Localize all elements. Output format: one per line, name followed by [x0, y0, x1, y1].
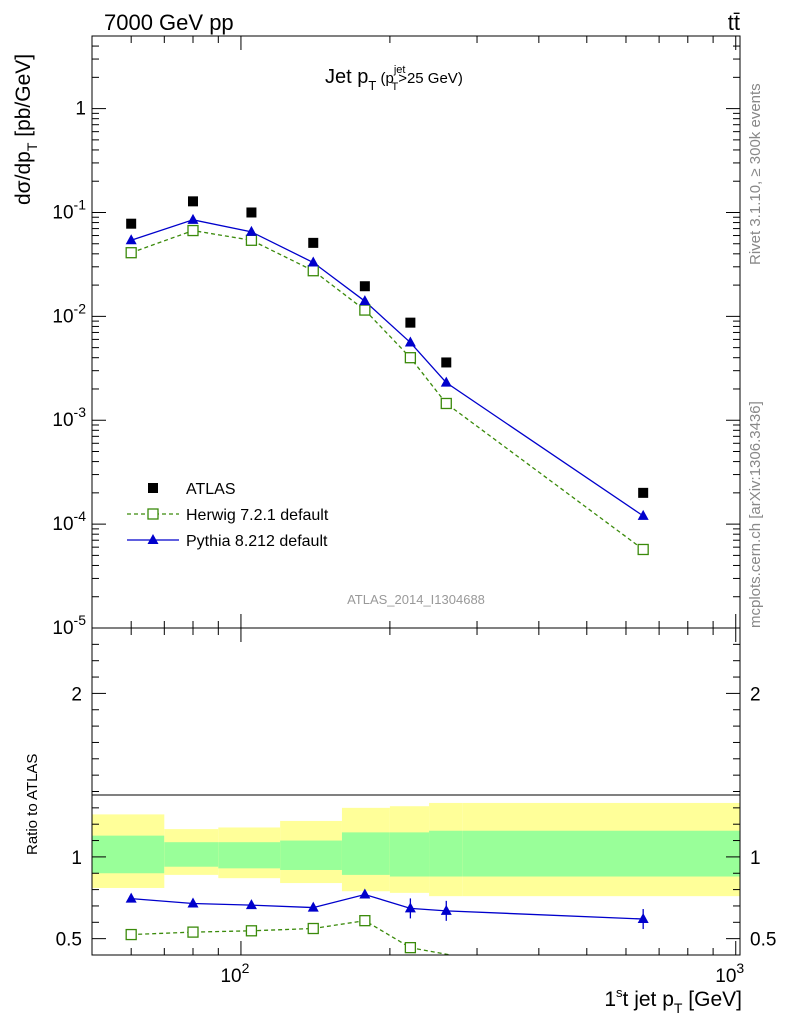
- ratio-herwig-point: [359, 915, 371, 927]
- legend-atlas-marker: [148, 483, 158, 493]
- ratio-pythia-point: [359, 888, 371, 899]
- main-panel: 1 10-1 10-2 10-3 10-4 10-5 Jet pT (pjet T>25 G…: [12, 35, 741, 639]
- pythia-point: [359, 295, 371, 306]
- pythia-point: [440, 376, 452, 387]
- atlas-point: [187, 196, 198, 207]
- main-y-axis: 1 10-1 10-2 10-3 10-4 10-5: [52, 35, 740, 639]
- ratio-y-tick-label: 0.5: [750, 930, 776, 951]
- ratio-pythia-point: [187, 897, 199, 908]
- legend-pythia-marker: [147, 534, 159, 544]
- atlas-point: [246, 207, 257, 218]
- x-tick-label: 103: [715, 960, 744, 987]
- inner-band-segment: [462, 830, 740, 877]
- ratio-herwig-point: [404, 941, 417, 954]
- legend: ATLAS Herwig 7.2.1 default Pythia 8.212 de…: [127, 481, 329, 550]
- pythia-point: [307, 256, 319, 267]
- legend-label: Pythia 8.212 default: [186, 533, 328, 550]
- inner-band-segment: [164, 842, 219, 867]
- ratio-x-axis: 102 103: [91, 628, 744, 987]
- ratio-uncertainty-bands: [92, 802, 740, 897]
- herwig-point: [359, 304, 371, 316]
- ratio-y-axis: 0.5 0.5 1 1 2 2: [56, 643, 776, 951]
- analysis-watermark: ATLAS_2014_I1304688: [347, 592, 485, 607]
- pythia-point: [637, 509, 649, 520]
- ratio-panel: 0.5 0.5 1 1 2 2 102 103 Ratio to ATLAS 1st jet…: [24, 627, 776, 1016]
- main-x-axis-ticks: [91, 36, 737, 628]
- inner-band-segment: [389, 832, 430, 877]
- inner-band-segment: [280, 840, 342, 870]
- inner-band-segment: [341, 832, 390, 875]
- herwig-point: [404, 352, 417, 364]
- herwig-line: [130, 229, 644, 551]
- herwig-point: [440, 397, 452, 410]
- mcplots-label: mcplots.cern.ch [arXiv:1306.3436]: [747, 401, 764, 628]
- ratio-pythia-line: [131, 893, 644, 920]
- ratio-pythia-point: [307, 901, 319, 912]
- ratio-y-tick-label: 2: [71, 684, 82, 705]
- main-title: Jet pT (pjet T>25 GeV): [325, 64, 463, 93]
- ratio-pythia-point: [637, 913, 649, 924]
- legend-label: ATLAS: [186, 481, 236, 498]
- atlas-point: [441, 357, 452, 368]
- pythia-point: [187, 213, 199, 224]
- ratio-herwig-point: [307, 922, 319, 935]
- ratio-pythia-point: [125, 892, 137, 903]
- atlas-point: [359, 281, 370, 292]
- inner-band-segment: [218, 842, 281, 869]
- y-tick-label: 10-5: [52, 612, 86, 639]
- pythia-point: [125, 234, 137, 245]
- ratio-pythia-point: [404, 902, 416, 913]
- x-axis-label: 1st jet pT [GeV]: [604, 985, 742, 1016]
- legend-label: Herwig 7.2.1 default: [186, 507, 329, 524]
- inner-band-segment: [92, 835, 165, 874]
- herwig-point: [637, 543, 649, 556]
- ratio-pythia-point: [245, 899, 257, 910]
- legend-herwig-marker: [147, 508, 159, 520]
- pythia-point: [404, 336, 416, 347]
- rivet-version-label: Rivet 3.1.10, ≥ 300k events: [747, 83, 764, 265]
- inner-band-segment: [429, 830, 463, 877]
- herwig-point: [307, 265, 319, 277]
- pythia-point: [245, 225, 257, 236]
- main-y-axis-label: dσ/dpT [pb/GeV]: [12, 54, 40, 205]
- atlas-point: [405, 317, 416, 328]
- atlas-point: [638, 487, 649, 498]
- y-tick-label: 10-3: [52, 404, 86, 431]
- ratio-herwig-point: [245, 925, 258, 937]
- ratio-y-axis-label: Ratio to ATLAS: [24, 754, 41, 855]
- ratio-herwig-line: [131, 919, 451, 956]
- atlas-point: [126, 218, 137, 229]
- ratio-pythia-point: [440, 904, 452, 915]
- ratio-y-tick-label: 2: [750, 684, 761, 705]
- ratio-series-layer: [125, 888, 649, 956]
- y-tick-label: 10-2: [52, 300, 86, 327]
- pythia-line: [130, 219, 644, 517]
- header-right-label: tt̄: [728, 10, 740, 35]
- header-left-label: 7000 GeV pp: [104, 10, 234, 35]
- x-tick-label: 102: [220, 960, 249, 987]
- ratio-y-tick-label: 1: [71, 848, 82, 869]
- atlas-point: [308, 237, 319, 248]
- herwig-point: [245, 234, 258, 246]
- ratio-herwig-point: [187, 926, 199, 938]
- herwig-point: [125, 247, 137, 259]
- y-tick-label: 1: [75, 99, 86, 120]
- main-series-layer: [125, 196, 649, 556]
- y-tick-label: 10-1: [52, 196, 86, 223]
- herwig-point: [187, 224, 199, 237]
- y-tick-label: 10-4: [52, 508, 86, 535]
- ratio-herwig-point: [125, 928, 137, 941]
- ratio-y-tick-label: 1: [750, 848, 761, 869]
- ratio-y-tick-label: 0.5: [56, 930, 82, 951]
